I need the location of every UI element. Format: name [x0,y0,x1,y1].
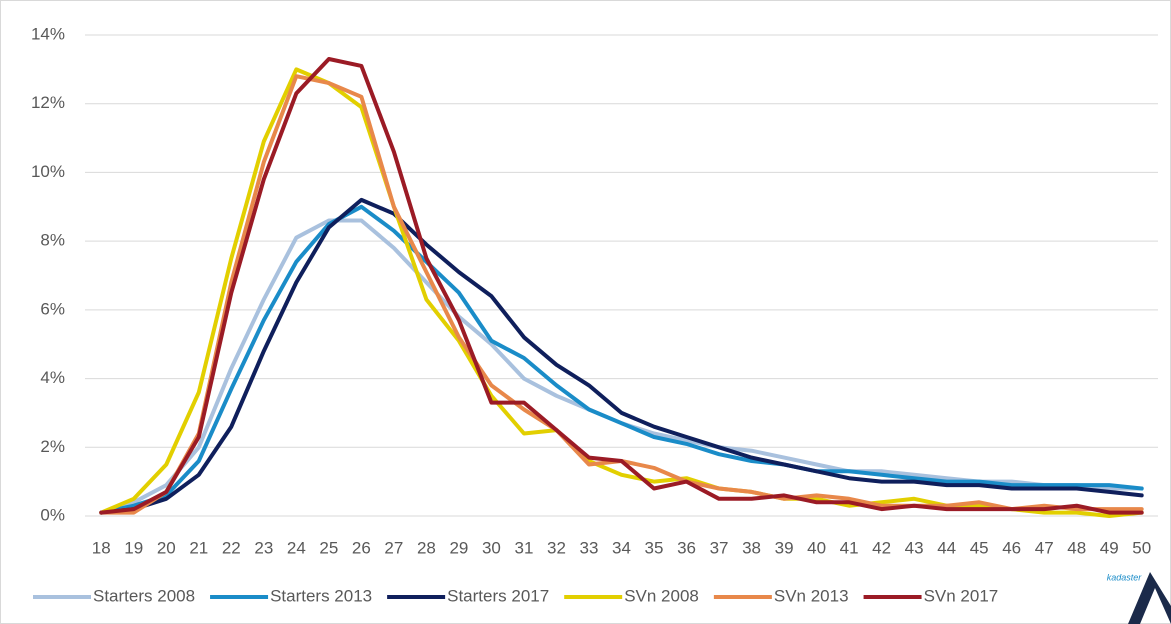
x-tick-label: 50 [1132,538,1151,557]
x-tick-label: 38 [742,538,761,557]
x-tick-label: 30 [482,538,501,557]
y-tick-label: 4% [40,368,65,387]
legend-label: SVn 2008 [624,586,699,605]
legend-label: Starters 2008 [93,586,195,605]
x-tick-label: 45 [970,538,989,557]
legend-label: Starters 2013 [270,586,372,605]
x-tick-label: 41 [840,538,859,557]
legend-label: SVn 2013 [774,586,849,605]
y-tick-label: 0% [40,505,65,524]
x-tick-label: 44 [937,538,956,557]
x-tick-label: 32 [547,538,566,557]
x-tick-label: 49 [1100,538,1119,557]
x-tick-label: 40 [807,538,826,557]
x-tick-label: 27 [384,538,403,557]
x-tick-label: 39 [775,538,794,557]
x-tick-label: 43 [905,538,924,557]
x-tick-label: 26 [352,538,371,557]
series-line [99,67,1144,518]
y-tick-label: 2% [40,437,65,456]
logo-mark [1128,572,1171,624]
x-tick-label: 36 [677,538,696,557]
x-tick-label: 23 [254,538,273,557]
x-tick-label: 47 [1035,538,1054,557]
x-tick-label: 28 [417,538,436,557]
x-tick-label: 20 [157,538,176,557]
x-tick-label: 33 [580,538,599,557]
x-tick-label: 24 [287,538,306,557]
x-tick-label: 31 [514,538,533,557]
series-line [99,197,1144,515]
y-tick-label: 14% [31,24,65,43]
logo-text: kadaster [1107,572,1143,582]
x-tick-label: 19 [124,538,143,557]
series-line [99,57,1144,515]
x-tick-label: 18 [92,538,111,557]
x-tick-label: 48 [1067,538,1086,557]
y-tick-label: 6% [40,299,65,318]
x-tick-label: 21 [189,538,208,557]
x-tick-label: 46 [1002,538,1021,557]
x-tick-label: 35 [645,538,664,557]
x-tick-label: 34 [612,538,631,557]
x-tick-label: 29 [449,538,468,557]
x-tick-label: 22 [222,538,241,557]
x-tick-label: 42 [872,538,891,557]
legend-label: Starters 2017 [447,586,549,605]
x-tick-label: 37 [710,538,729,557]
y-tick-label: 12% [31,93,65,112]
legend-label: SVn 2017 [924,586,999,605]
x-tick-label: 25 [319,538,338,557]
y-tick-label: 8% [40,231,65,250]
series-line [99,204,1144,515]
y-tick-label: 10% [31,162,65,181]
